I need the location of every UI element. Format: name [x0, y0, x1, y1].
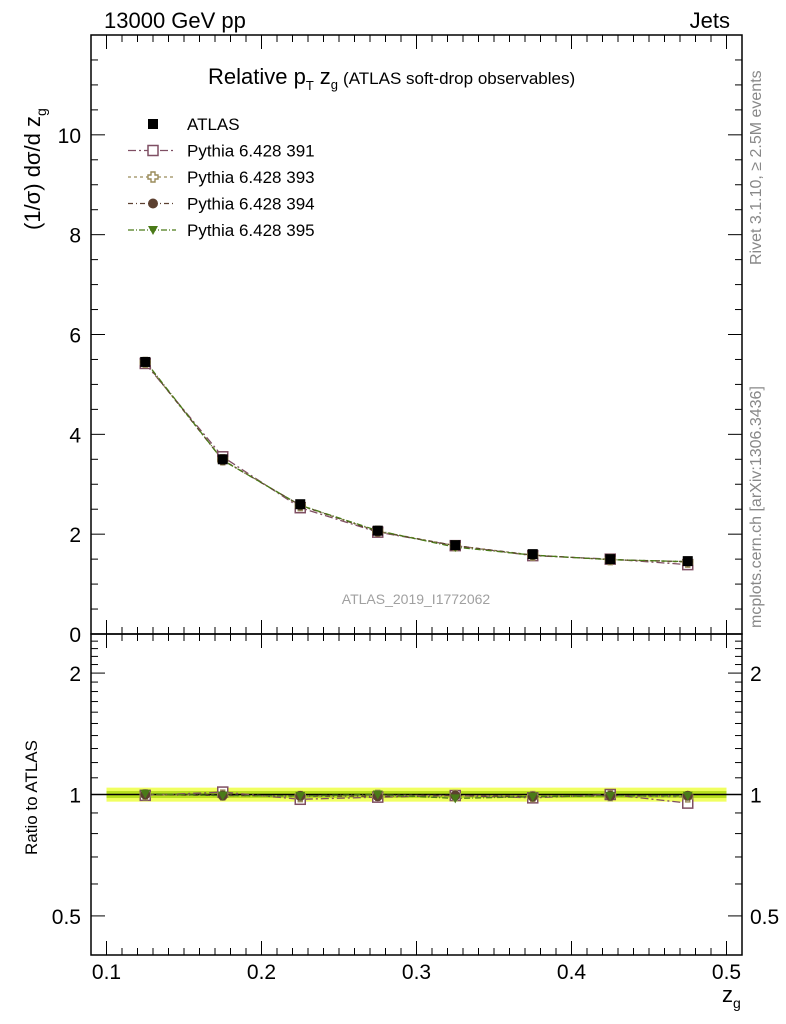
ratio-ylabel: Ratio to ATLAS	[22, 740, 41, 855]
ratio-point-p395	[450, 794, 461, 804]
ratio-xtick-label: 0.5	[712, 961, 741, 984]
legend-label-data: ATLAS	[187, 115, 240, 134]
point-data	[295, 499, 306, 510]
legend-marker-p391	[147, 144, 159, 157]
legend-marker-p393	[147, 171, 159, 183]
ratio-line-p391	[145, 791, 688, 804]
main-ytick-label: 4	[69, 424, 81, 447]
legend-marker-p394	[148, 198, 158, 209]
ratio-ytick-label: 2	[69, 663, 81, 686]
xlabel: zg	[722, 982, 741, 1011]
legend-marker-data	[148, 119, 158, 129]
main-ylabel: (1/σ) dσ/d zg	[20, 108, 49, 230]
point-data	[527, 549, 538, 560]
point-data	[140, 356, 151, 367]
main-ytick-label: 2	[69, 524, 81, 547]
energy-label: 13000 GeV pp	[104, 8, 246, 33]
ratio-point-p395	[140, 789, 151, 799]
ratio-ytick-label: 0.5	[52, 906, 81, 929]
mcplots-label: mcplots.cern.ch [arXiv:1306.3436]	[748, 386, 765, 628]
ratio-xtick-label: 0.4	[557, 961, 587, 984]
ratio-point-p395	[217, 791, 228, 801]
ratio-point-p395	[372, 790, 383, 800]
legend-label-p393: Pythia 6.428 393	[187, 168, 315, 187]
ratio-ytick-label-right: 1	[750, 785, 762, 808]
point-data	[217, 454, 228, 465]
svg-text:zg: zg	[722, 982, 741, 1011]
ratio-ytick-label-right: 2	[750, 663, 762, 686]
legend-marker-p395	[148, 226, 158, 235]
ratio-plot-area: 0.1 0.2 0.3 0.4 0.5 0.5 0.5 1 1 2 2	[52, 633, 779, 984]
process-label: Jets	[690, 8, 730, 33]
ratio-line-p395	[145, 793, 688, 800]
main-ytick-label: 10	[58, 125, 81, 148]
ratio-ytick-label-right: 0.5	[750, 906, 779, 929]
main-ytick-label: 8	[69, 225, 81, 248]
legend-label-p391: Pythia 6.428 391	[187, 142, 315, 161]
main-ytick-label: 0	[69, 624, 81, 647]
main-ytick-label: 6	[69, 325, 81, 348]
legend-label-p394: Pythia 6.428 394	[187, 195, 315, 214]
ratio-point-p395	[295, 791, 306, 801]
legend-label-p395: Pythia 6.428 395	[187, 221, 315, 240]
svg-text:(1/σ) dσ/d zg: (1/σ) dσ/d zg	[20, 108, 49, 230]
ratio-point-p395	[605, 791, 616, 801]
rivet-label: Rivet 3.1.10, ≥ 2.5M events	[748, 70, 765, 265]
analysis-watermark: ATLAS_2019_I1772062	[342, 591, 491, 607]
ratio-point-p395	[527, 792, 538, 802]
ratio-xtick-label: 0.1	[92, 961, 121, 984]
legend: ATLAS Pythia 6.428 391 Pythia 6.428 393 Pyt…	[128, 115, 315, 240]
ratio-xtick-label: 0.2	[247, 961, 276, 984]
chart-title: Relative pT zg (ATLAS soft-drop observable…	[208, 64, 575, 93]
ratio-ytick-label: 1	[69, 785, 81, 808]
point-data	[682, 556, 693, 567]
point-data	[372, 525, 383, 536]
ratio-point-p395	[682, 791, 693, 801]
series-line-p395	[144, 360, 688, 563]
ratio-xtick-label: 0.3	[402, 961, 431, 984]
main-plot-area: 0 2 4 6 8 10	[58, 34, 743, 647]
point-data	[605, 554, 616, 565]
point-data	[450, 540, 461, 551]
